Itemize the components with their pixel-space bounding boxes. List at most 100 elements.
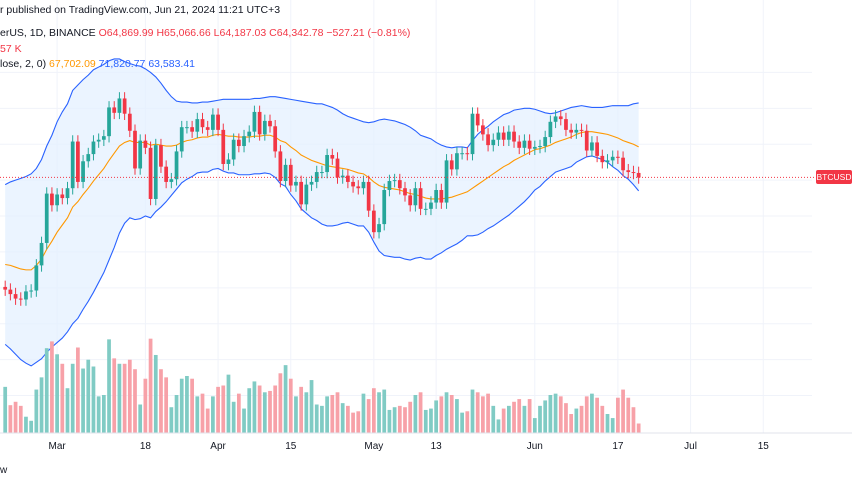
volume-bar [351, 412, 355, 433]
candle-body [205, 127, 210, 130]
candle-body [449, 160, 454, 170]
candle-body [200, 119, 205, 128]
candle-body [423, 208, 428, 210]
volume-bar [226, 374, 231, 433]
candle-body [309, 181, 314, 185]
volume-bar [346, 405, 350, 433]
candle-body [81, 161, 85, 182]
volume-bar [439, 396, 444, 433]
volume-bar [423, 409, 428, 433]
volume-bar [185, 376, 189, 433]
candle-body [107, 107, 111, 137]
volume-bar [252, 381, 257, 433]
candle-body [117, 98, 122, 113]
candle-body [527, 140, 532, 149]
volume-bar [299, 386, 304, 433]
volume-bar [361, 393, 366, 433]
candle-body [164, 166, 169, 182]
candle-body [29, 290, 34, 292]
volume-bar [444, 392, 449, 433]
volume-bar [164, 377, 169, 433]
bb-basis-value: 67,702.09 [49, 58, 96, 70]
candle-body [543, 137, 548, 147]
candle-body [299, 181, 304, 205]
candle-body [60, 194, 65, 199]
volume-bar [605, 414, 610, 433]
candle-body [382, 190, 387, 225]
candle-body [335, 158, 340, 178]
volume-bar [18, 405, 23, 433]
volume-bar [44, 348, 49, 433]
candle-body [294, 181, 298, 186]
candle-body [564, 119, 568, 130]
bb-basis-line [5, 131, 639, 271]
candle-body [626, 170, 631, 173]
price-tag: BTCUSD [816, 170, 852, 185]
volume-bar [543, 400, 548, 433]
volume-bar [403, 407, 407, 433]
volume-bar [101, 395, 106, 433]
candle-body [211, 114, 215, 130]
volume-bar [626, 397, 631, 433]
candle-body [44, 193, 49, 243]
volume-bar [24, 416, 28, 433]
candle-body [231, 139, 236, 160]
candle-body [351, 181, 355, 187]
volume-bar [320, 405, 324, 433]
candle-body [366, 181, 371, 211]
candlesticks [3, 92, 641, 306]
volume-bar [133, 369, 137, 433]
candle-body [18, 298, 23, 300]
volume-bar [465, 411, 470, 433]
volume-bar [127, 359, 132, 433]
candle-body [190, 127, 194, 132]
x-tick-label: 15 [758, 441, 770, 452]
candle-body [127, 113, 132, 131]
volume-bar [211, 396, 215, 433]
candle-body [304, 184, 309, 205]
volume-legend: 57 K [0, 43, 22, 55]
candle-body [3, 286, 8, 290]
candle-body [91, 141, 96, 155]
candle-body [532, 146, 537, 149]
candle-body [361, 181, 366, 189]
published-info: r published on TradingView.com, Jun 21, … [0, 4, 281, 16]
volume-bar [413, 395, 418, 433]
volume-bar [50, 341, 54, 433]
volume-bar [86, 359, 91, 433]
volume-bar [174, 395, 179, 433]
candle-body [558, 116, 563, 120]
candle-body [268, 120, 272, 127]
volume-bar [55, 354, 59, 433]
volume-bar [112, 358, 117, 433]
volume-bar [148, 338, 153, 433]
candle-body [636, 172, 641, 178]
volume-bar [460, 412, 464, 433]
candle-body [50, 193, 54, 206]
volume-bar [91, 366, 96, 433]
candle-body [138, 140, 143, 169]
candle-body [39, 242, 44, 266]
candle-body [621, 157, 625, 171]
volume-bar [527, 399, 532, 433]
volume-bar [169, 407, 174, 433]
candle-body [122, 98, 127, 114]
volume-bar [486, 393, 490, 433]
volume-bar [262, 392, 267, 433]
candle-body [34, 265, 39, 291]
candle-body [616, 156, 620, 158]
candle-body [434, 190, 439, 203]
candle-body [444, 160, 449, 203]
volume-bar [387, 409, 392, 433]
candle-body [169, 179, 174, 182]
candle-body [174, 151, 179, 180]
open-value: O64,869.99 [98, 27, 154, 39]
candle-body [185, 127, 189, 129]
volume-bar [636, 423, 641, 433]
volume-bar [294, 396, 298, 433]
candle-body [226, 159, 231, 164]
volume-bar [470, 389, 475, 433]
candle-body [76, 141, 80, 182]
bb-upper-value: 71,820.77 [98, 58, 146, 70]
